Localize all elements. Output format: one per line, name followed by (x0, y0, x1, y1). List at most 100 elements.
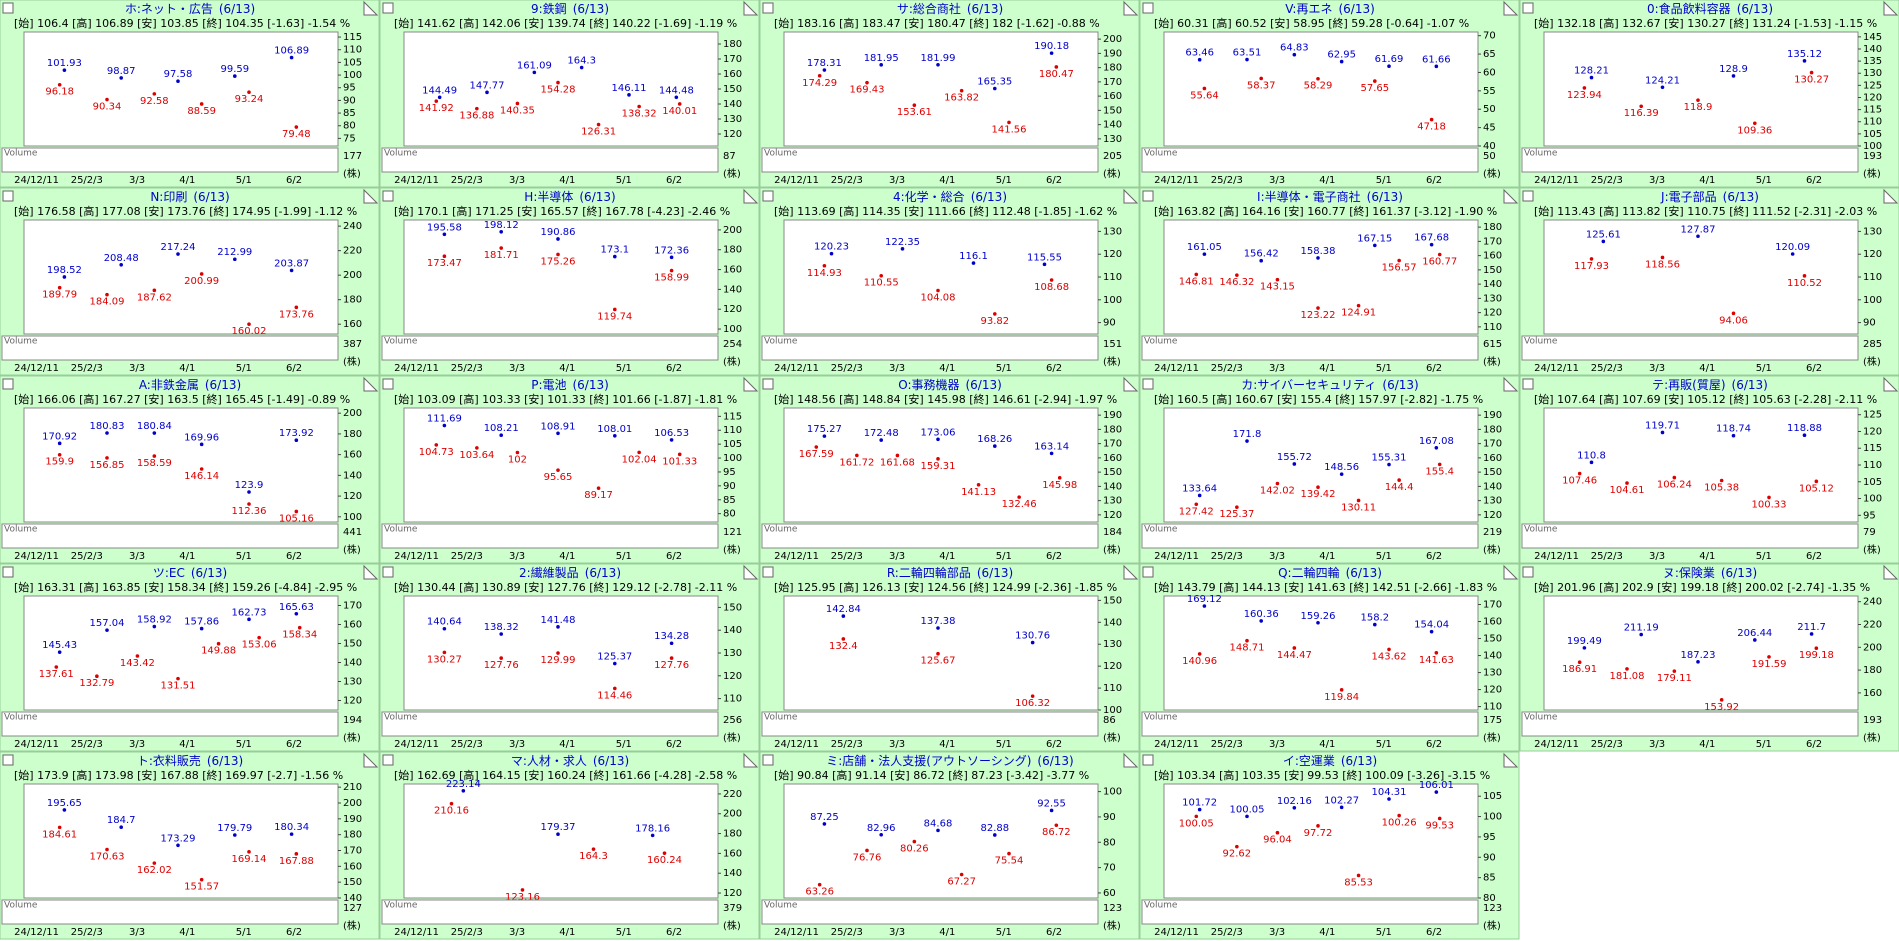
low-point (57, 452, 62, 457)
y-tick-label: 140 (343, 893, 362, 904)
low-point (865, 848, 869, 853)
checkbox[interactable] (1142, 190, 1154, 202)
panel-date: (6/13) (207, 754, 243, 768)
low-label: 127.76 (484, 660, 519, 671)
panel-date: (6/13) (1346, 566, 1382, 580)
checkbox[interactable] (2, 754, 14, 766)
checkbox[interactable] (382, 566, 394, 578)
y-tick-label: 170 (723, 54, 742, 65)
high-point (879, 438, 883, 442)
checkbox[interactable] (382, 378, 394, 390)
low-point (1767, 495, 1771, 500)
low-point (1387, 647, 1391, 652)
y-tick-label: 160 (1863, 688, 1882, 699)
panel: P:電池 (6/13)[始] 103.09 [高] 103.33 [安] 101.… (379, 375, 760, 564)
low-point (841, 637, 846, 641)
checkbox[interactable] (2, 190, 14, 202)
low-label: 140.35 (500, 105, 535, 116)
plot-area (23, 407, 339, 523)
high-point (152, 431, 157, 435)
low-label: 173.76 (279, 309, 314, 320)
low-label: 153.92 (1704, 702, 1739, 713)
low-label: 123.16 (505, 892, 540, 903)
y-tick-label: 100 (343, 70, 362, 81)
y-tick-label: 180 (343, 295, 362, 306)
y-tick-label: 180 (1863, 665, 1882, 676)
y-tick-label: 190 (1483, 410, 1502, 421)
high-label: 97.58 (164, 69, 193, 80)
high-point (971, 261, 976, 265)
checkbox[interactable] (382, 190, 394, 202)
folded-corner (1883, 564, 1899, 580)
panel: O:事務機器 (6/13)[始] 148.56 [高] 148.84 [安] 14… (759, 375, 1140, 564)
x-tick-label: 6/2 (666, 175, 682, 186)
panel-date: (6/13) (593, 754, 629, 768)
checkbox[interactable] (762, 2, 774, 14)
high-label: 162.73 (232, 607, 267, 618)
low-point (1577, 471, 1582, 476)
low-label: 89.17 (584, 490, 613, 501)
checkbox[interactable] (1142, 754, 1154, 766)
x-tick-label: 24/12/11 (1534, 739, 1579, 750)
checkbox[interactable] (1522, 378, 1534, 390)
volume-area (1521, 523, 1859, 549)
ohlc-info: [始] 148.56 [高] 148.84 [安] 145.98 [終] 146… (774, 392, 1117, 406)
y-tick-label: 160 (723, 848, 742, 859)
checkbox[interactable] (2, 378, 14, 390)
y-tick-label: 115 (1863, 105, 1882, 116)
x-tick-label: 24/12/11 (394, 739, 439, 750)
panel-title-group: R:二輪四輪部品 (6/13) (887, 565, 1013, 580)
high-point (57, 441, 62, 446)
checkbox[interactable] (762, 378, 774, 390)
y-tick-label: 140 (1103, 617, 1122, 628)
checkbox[interactable] (1522, 2, 1534, 14)
x-tick-label: 25/2/3 (831, 551, 863, 562)
high-point (199, 626, 204, 631)
high-point (1582, 646, 1587, 650)
checkbox[interactable] (1142, 566, 1154, 578)
panel-title-group: イ:空運業 (6/13) (1283, 754, 1377, 768)
panel-date: (6/13) (572, 378, 608, 392)
low-point (637, 104, 641, 109)
x-tick-label: 25/2/3 (1591, 175, 1623, 186)
y-tick-label: 150 (1483, 634, 1502, 645)
high-label: 141.48 (541, 615, 576, 626)
low-point (434, 99, 439, 103)
low-point (105, 456, 109, 460)
y-tick-label: 160 (1103, 453, 1122, 464)
low-label: 104.73 (419, 447, 454, 458)
y-tick-label: 120 (723, 304, 742, 315)
checkbox[interactable] (1142, 378, 1154, 390)
high-label: 135.12 (1787, 49, 1822, 60)
checkbox[interactable] (1142, 2, 1154, 14)
checkbox[interactable] (382, 754, 394, 766)
checkbox[interactable] (1522, 190, 1534, 202)
high-point (1639, 632, 1643, 637)
low-point (1235, 505, 1239, 510)
low-label: 156.85 (90, 460, 125, 471)
checkbox[interactable] (762, 190, 774, 202)
plot-area (1543, 407, 1859, 523)
panel-title-group: 9:鉄鋼 (6/13) (531, 1, 609, 16)
low-point (54, 665, 59, 669)
checkbox[interactable] (382, 2, 394, 14)
low-point (855, 453, 859, 458)
checkbox[interactable] (1522, 566, 1534, 578)
high-point (1292, 805, 1297, 810)
checkbox[interactable] (762, 566, 774, 578)
checkbox[interactable] (762, 754, 774, 766)
y-tick-label: 150 (1483, 467, 1502, 478)
checkbox[interactable] (2, 2, 14, 14)
high-label: 125.37 (597, 652, 632, 663)
volume-area (761, 711, 1099, 737)
high-label: 119.71 (1645, 420, 1680, 431)
checkbox[interactable] (2, 566, 14, 578)
high-label: 125.61 (1586, 229, 1621, 240)
panel-title: サ:総合商社 (897, 1, 961, 16)
low-point (475, 106, 479, 111)
y-tick-label: 140 (1483, 481, 1502, 492)
panel-title: I:半導体・電子商社 (1257, 189, 1361, 204)
low-point (105, 292, 109, 297)
low-point (1339, 688, 1344, 692)
y-tick-label: 160 (343, 450, 362, 461)
